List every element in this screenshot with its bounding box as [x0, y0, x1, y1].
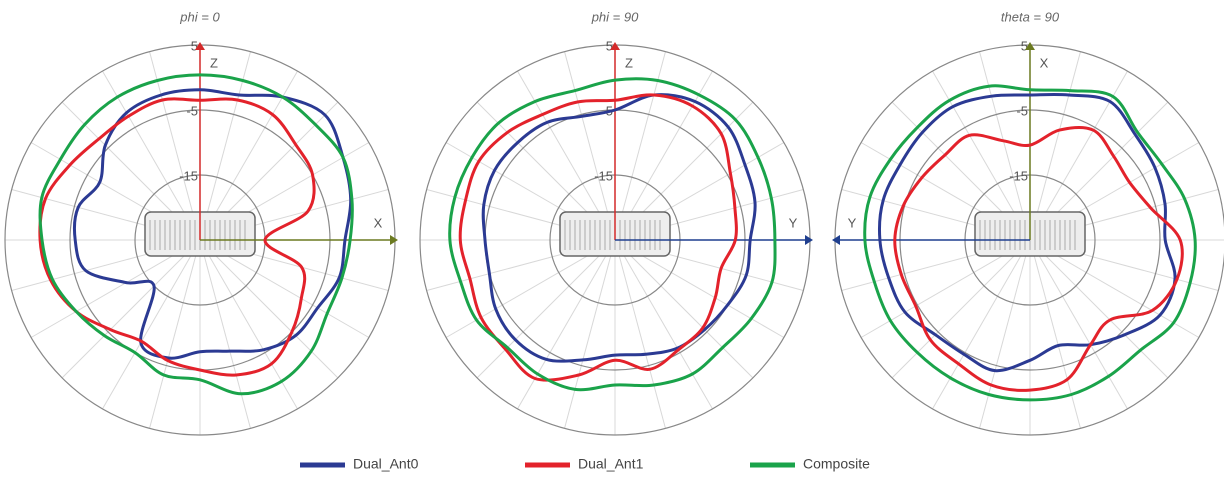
axis-label: X — [374, 215, 383, 230]
legend: Dual_Ant0 Dual_Ant1 Composite — [300, 456, 870, 472]
r-tick-label: -15 — [1009, 168, 1028, 183]
r-tick-label: 5 — [1021, 38, 1028, 53]
chart-title: theta = 90 — [1001, 9, 1060, 24]
axis-label: X — [1040, 55, 1049, 70]
axis-arrow — [390, 235, 398, 245]
r-tick-label: 5 — [606, 38, 613, 53]
axis-label: Y — [848, 215, 857, 230]
r-tick-label: -5 — [1016, 103, 1028, 118]
spoke — [565, 240, 615, 428]
spoke — [103, 240, 201, 409]
chart-title: phi = 90 — [591, 9, 639, 24]
spoke — [933, 240, 1031, 409]
spoke — [200, 240, 250, 428]
r-tick-label: -5 — [186, 103, 198, 118]
legend-label: Dual_Ant1 — [578, 456, 644, 472]
spoke — [150, 240, 200, 428]
axis-label: Z — [210, 55, 218, 70]
spoke — [200, 240, 298, 409]
axis-arrow — [832, 235, 840, 245]
axis-label: Y — [789, 215, 798, 230]
legend-label: Dual_Ant0 — [353, 456, 419, 472]
chart-title: phi = 0 — [179, 9, 220, 24]
r-tick-label: -15 — [594, 168, 613, 183]
spoke — [518, 240, 616, 409]
spoke — [892, 240, 1030, 378]
legend-label: Composite — [803, 456, 870, 472]
r-tick-label: 5 — [191, 38, 198, 53]
axis-label: Z — [625, 55, 633, 70]
r-tick-label: -15 — [179, 168, 198, 183]
axis-arrow — [805, 235, 813, 245]
spoke — [1030, 240, 1128, 409]
spoke — [615, 240, 665, 428]
chart-page: phi = 0-25-15-55ZXphi = 90-25-15-55ZYthe… — [0, 0, 1224, 478]
spoke — [615, 240, 753, 378]
spoke — [1030, 240, 1168, 378]
